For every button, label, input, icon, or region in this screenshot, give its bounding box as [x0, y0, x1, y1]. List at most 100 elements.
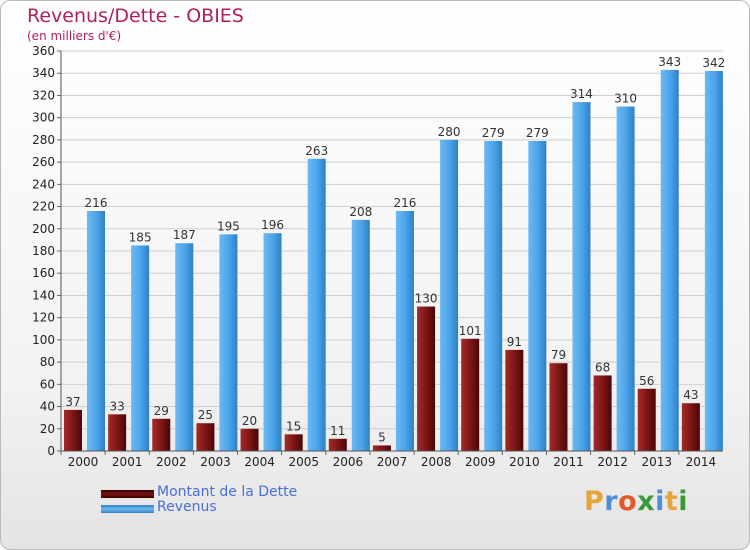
- y-tick-label: 160: [32, 266, 55, 280]
- x-tick-label: 2014: [686, 455, 717, 469]
- logo-letter: r: [604, 486, 619, 517]
- y-tick-label: 220: [32, 200, 55, 214]
- data-label-debt: 91: [507, 335, 522, 349]
- logo-letter: i: [655, 486, 665, 517]
- bar-debt: [108, 414, 127, 451]
- bar-revenus: [131, 245, 150, 451]
- x-tick-label: 2004: [244, 455, 275, 469]
- data-label-revenus: 216: [85, 196, 108, 210]
- x-tick-label: 2000: [68, 455, 99, 469]
- data-label-revenus: 187: [173, 228, 196, 242]
- bar-revenus: [704, 71, 723, 451]
- y-tick-label: 80: [40, 355, 55, 369]
- bar-revenus: [572, 102, 591, 451]
- x-tick-label: 2002: [156, 455, 187, 469]
- logo-letter: P: [584, 486, 605, 517]
- y-tick-label: 40: [40, 400, 55, 414]
- bar-revenus: [263, 233, 282, 451]
- legend-swatch-revenus: [101, 505, 154, 513]
- x-tick-label: 2001: [112, 455, 143, 469]
- bar-debt: [64, 409, 82, 451]
- bar-debt: [593, 375, 612, 451]
- data-label-debt: 20: [242, 414, 257, 428]
- bar-revenus: [307, 158, 326, 451]
- data-labels: 37 216 33 185 29 187 25 195 20 196 15 263 11 208 5 216 1…: [65, 55, 725, 445]
- data-label-revenus: 196: [261, 218, 284, 232]
- legend-label-debt: Montant de la Dette: [157, 484, 298, 500]
- bars: [64, 69, 723, 452]
- x-tick-label: 2009: [465, 455, 496, 469]
- x-tick-label: 2012: [597, 455, 628, 469]
- y-tick-label: 120: [32, 311, 55, 325]
- data-label-debt: 29: [154, 404, 169, 418]
- y-tick-label: 240: [32, 177, 55, 191]
- data-label-revenus: 342: [702, 56, 725, 70]
- x-tick-label: 2010: [509, 455, 540, 469]
- data-label-debt: 79: [551, 348, 566, 362]
- grid-lines: [61, 50, 723, 452]
- data-label-debt: 37: [65, 395, 80, 409]
- y-tick-label: 20: [40, 422, 55, 436]
- bar-revenus: [440, 139, 459, 451]
- x-tick-label: 2007: [377, 455, 408, 469]
- bar-revenus: [616, 106, 635, 452]
- chart-subtitle: (en milliers d'€): [27, 29, 122, 43]
- data-label-debt: 5: [378, 430, 386, 444]
- bar-debt: [461, 338, 480, 451]
- y-tick-label: 140: [32, 288, 55, 302]
- data-label-debt: 101: [459, 324, 482, 338]
- logo-letter: o: [618, 486, 638, 517]
- data-label-debt: 15: [286, 419, 301, 433]
- y-tick-label: 260: [32, 155, 55, 169]
- x-tick-label: 2006: [333, 455, 364, 469]
- data-label-debt: 56: [639, 374, 654, 388]
- proxiti-logo: Proxiti: [584, 486, 688, 517]
- data-label-debt: 25: [198, 408, 213, 422]
- data-label-revenus: 216: [393, 196, 416, 210]
- bar-debt: [372, 445, 391, 451]
- y-tick-label: 200: [32, 222, 55, 236]
- bar-debt: [681, 403, 700, 451]
- y-tick-label: 300: [32, 111, 55, 125]
- data-label-revenus: 279: [526, 126, 549, 140]
- legend-label-revenus: Revenus: [157, 499, 217, 515]
- chart-title: Revenus/Dette - OBIES: [27, 5, 244, 27]
- x-tick-label: 2013: [642, 455, 673, 469]
- bar-revenus: [87, 211, 105, 451]
- data-label-revenus: 343: [658, 55, 681, 69]
- bar-debt: [196, 423, 215, 451]
- bar-debt: [505, 349, 524, 451]
- legend-swatch-debt: [101, 490, 154, 498]
- data-label-revenus: 263: [305, 144, 328, 158]
- bar-revenus: [219, 234, 238, 451]
- logo-letter: i: [678, 486, 689, 517]
- data-label-debt: 43: [683, 388, 698, 402]
- x-tick-label: 2003: [200, 455, 231, 469]
- data-label-revenus: 279: [482, 126, 505, 140]
- bar-revenus: [175, 243, 194, 451]
- y-tick-label: 0: [47, 444, 55, 458]
- y-tick-label: 280: [32, 133, 55, 147]
- x-tick-label: 2011: [553, 455, 584, 469]
- bar-revenus: [484, 141, 503, 451]
- bar-revenus: [395, 211, 414, 451]
- data-label-revenus: 185: [129, 230, 152, 244]
- data-label-revenus: 195: [217, 219, 240, 233]
- data-label-revenus: 280: [438, 125, 461, 139]
- x-tick-label: 2005: [288, 455, 319, 469]
- data-label-revenus: 208: [349, 205, 372, 219]
- bar-revenus: [660, 69, 679, 451]
- bar-debt: [328, 438, 347, 451]
- data-label-debt: 130: [415, 292, 438, 306]
- y-tick-label: 180: [32, 244, 55, 258]
- bar-debt: [549, 363, 568, 451]
- y-tick-label: 60: [40, 377, 55, 391]
- y-tick-label: 320: [32, 88, 55, 102]
- bar-debt: [284, 434, 303, 451]
- data-label-debt: 33: [109, 399, 124, 413]
- bar-debt: [417, 306, 436, 451]
- data-label-debt: 11: [330, 424, 345, 438]
- data-label-debt: 68: [595, 360, 610, 374]
- x-tick-label: 2008: [421, 455, 452, 469]
